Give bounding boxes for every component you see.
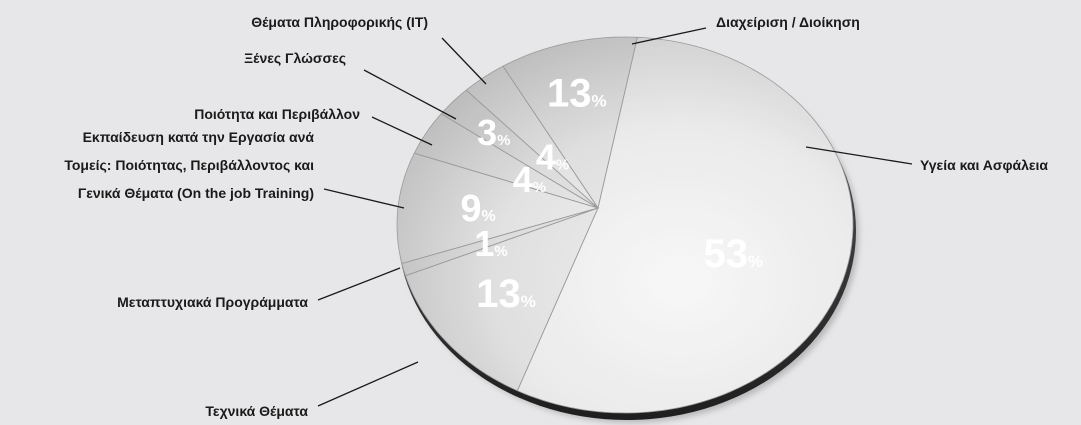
pie-slice-it bbox=[465, 65, 599, 209]
pie-slice-health-label: Υγεία και Ασφάλεια bbox=[920, 157, 1048, 173]
pie-slice-languages-leader-line bbox=[363, 69, 457, 120]
pie-slice-postgrad-label: Μεταπτυχιακά Προγράμματα bbox=[117, 294, 308, 310]
pie-slice-it-label: Θέματα Πληροφορικής (IT) bbox=[251, 14, 428, 30]
pie-slice-technical bbox=[404, 207, 599, 392]
pie-slice-postgrad-percent: 1% bbox=[474, 223, 507, 264]
pie-slice-ojt-label: Εκπαίδευση κατά την Εργασία ανά Τομείς: Π… bbox=[64, 129, 314, 201]
pie-slice-health bbox=[516, 36, 854, 414]
pie-slice-quality-leader-line bbox=[371, 116, 433, 146]
pie-slice-it-percent: 4% bbox=[536, 137, 569, 178]
pie-slice-it-leader-line bbox=[441, 37, 487, 85]
pie-slice-quality-percent: 4% bbox=[513, 159, 546, 200]
pie-slice-admin bbox=[502, 36, 638, 209]
pie-slice-quality bbox=[413, 113, 599, 209]
pie-slice-quality-label: Ποιότητα και Περιβάλλον bbox=[194, 106, 360, 122]
pie-slice-technical-label: Τεχνικά Θέματα bbox=[205, 403, 308, 419]
pie-face bbox=[397, 37, 853, 413]
pie-slice-ojt-leader-line bbox=[323, 188, 405, 209]
pie-slice-admin-leader-line bbox=[631, 27, 707, 45]
pie-slice-admin-percent: 13% bbox=[547, 72, 607, 116]
pie-slice-ojt-percent: 9% bbox=[460, 188, 495, 230]
pie-slice-health-leader-line bbox=[805, 146, 913, 165]
pie-slice-languages-label: Ξένες Γλώσσες bbox=[244, 50, 346, 66]
pie-slice-technical-percent: 13% bbox=[476, 272, 536, 316]
pie-slice-health-percent: 53% bbox=[703, 232, 763, 276]
pie-slice-languages-percent: 3% bbox=[477, 112, 510, 153]
pie-slice-admin-label: Διαχείριση / Διοίκηση bbox=[716, 14, 860, 30]
pie-slice-postgrad-leader-line bbox=[317, 267, 401, 301]
pie-slice-technical-leader-line bbox=[317, 361, 419, 407]
